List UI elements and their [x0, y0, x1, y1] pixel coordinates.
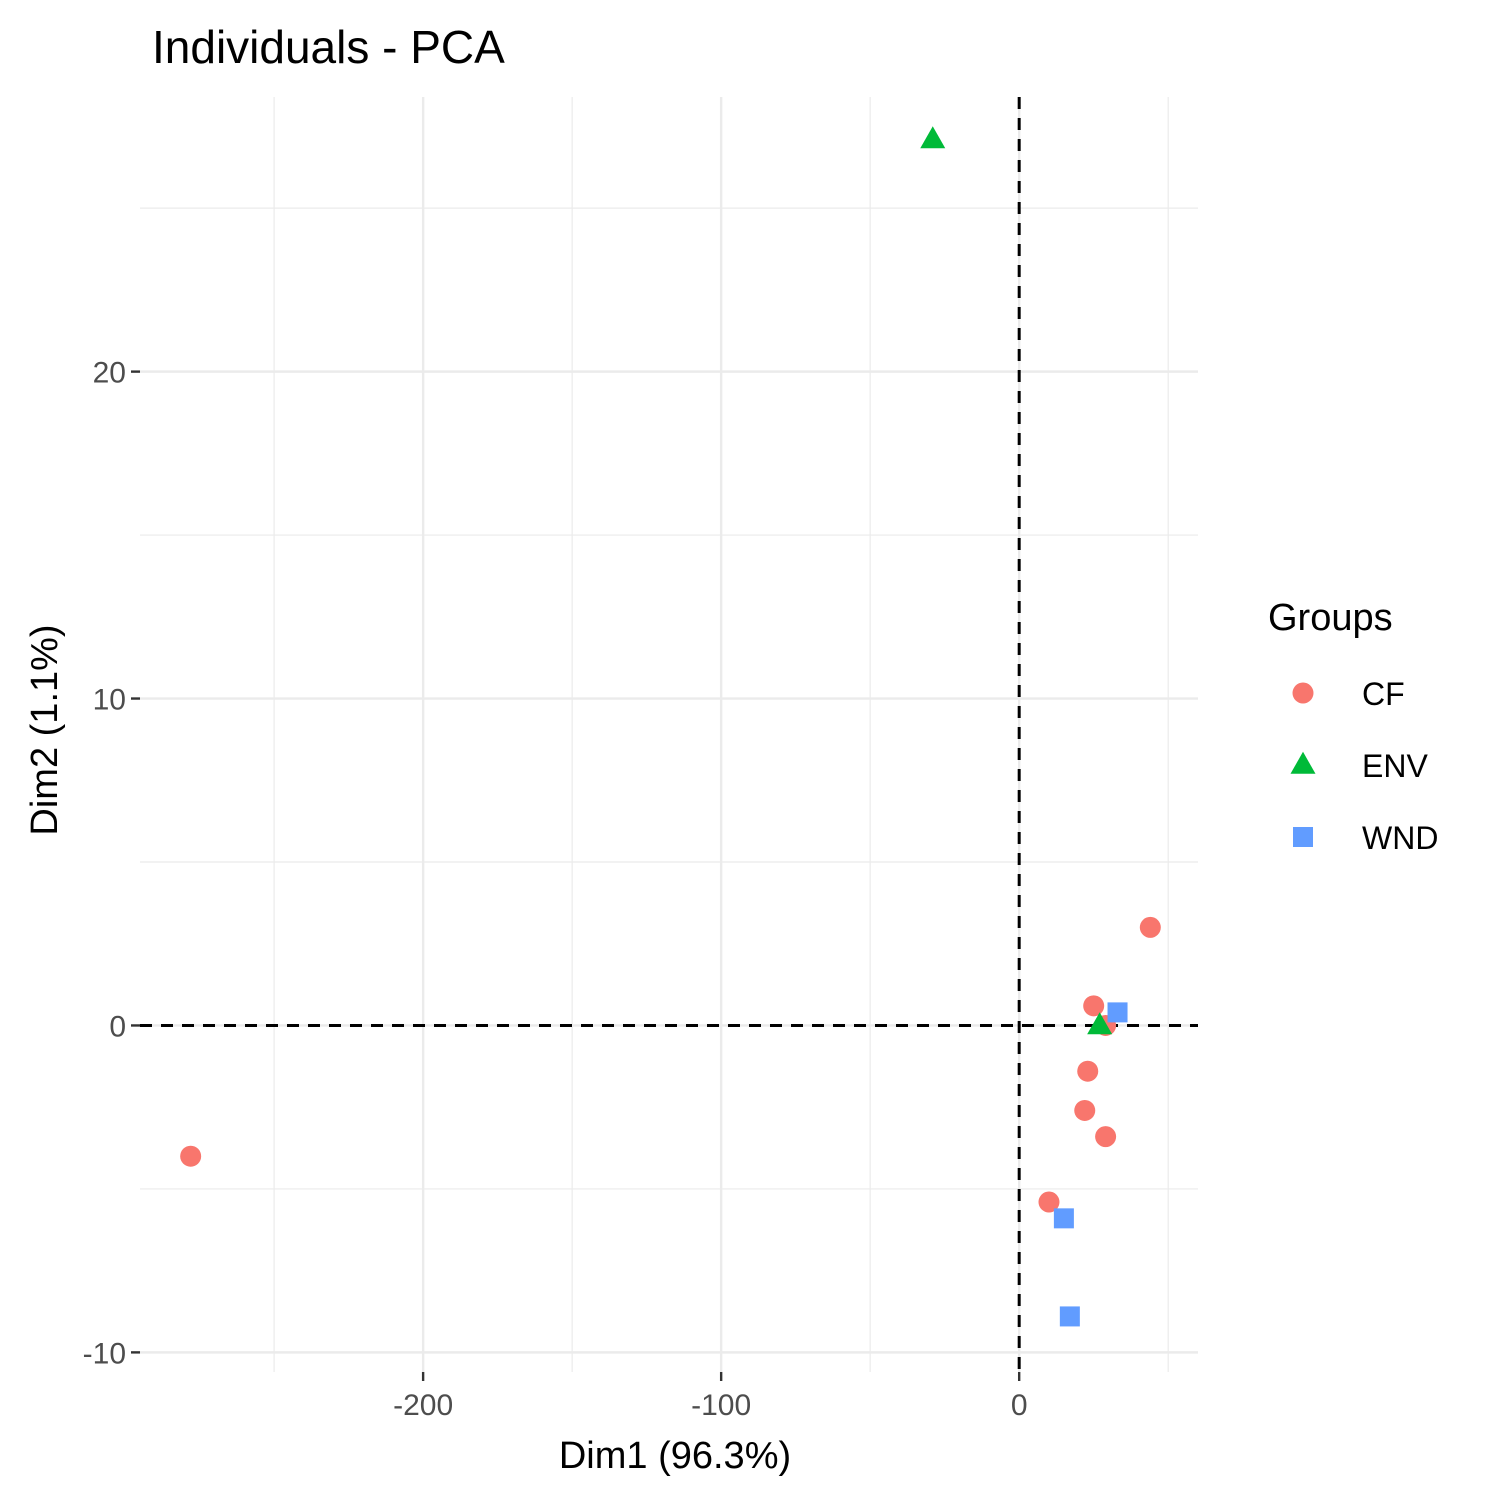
legend-key-env [1290, 751, 1316, 774]
y-tick-label: -10 [83, 1337, 126, 1370]
point-cf [1139, 916, 1161, 938]
legend: Groups CF ENV WND [1268, 597, 1438, 856]
y-tick-label: 10 [93, 684, 126, 717]
x-tick-label: 0 [1011, 1389, 1028, 1422]
y-tick-label: 20 [93, 357, 126, 390]
point-cf [1077, 1060, 1099, 1082]
point-env [920, 126, 946, 149]
point-cf [1095, 1126, 1117, 1148]
legend-label-cf: CF [1362, 676, 1405, 712]
legend-label-env: ENV [1362, 748, 1428, 784]
point-wnd [1059, 1306, 1080, 1327]
point-cf [1038, 1191, 1060, 1213]
legend-key-cf [1292, 682, 1314, 704]
y-axis-title: Dim2 (1.1%) [24, 624, 66, 835]
point-wnd [1107, 1002, 1128, 1023]
legend-key-wnd [1293, 827, 1313, 847]
x-axis-title: Dim1 (96.3%) [559, 1435, 791, 1477]
point-cf [1074, 1099, 1096, 1121]
y-tick-label: 0 [109, 1010, 126, 1043]
point-wnd [1053, 1208, 1074, 1229]
legend-title: Groups [1268, 597, 1393, 639]
point-env [1087, 1012, 1113, 1035]
x-tick-label: -100 [691, 1389, 751, 1422]
legend-label-wnd: WND [1362, 820, 1438, 856]
x-tick-label: -200 [393, 1389, 453, 1422]
chart-title: Individuals - PCA [152, 21, 505, 73]
point-cf [1083, 995, 1105, 1017]
point-cf [180, 1145, 202, 1167]
